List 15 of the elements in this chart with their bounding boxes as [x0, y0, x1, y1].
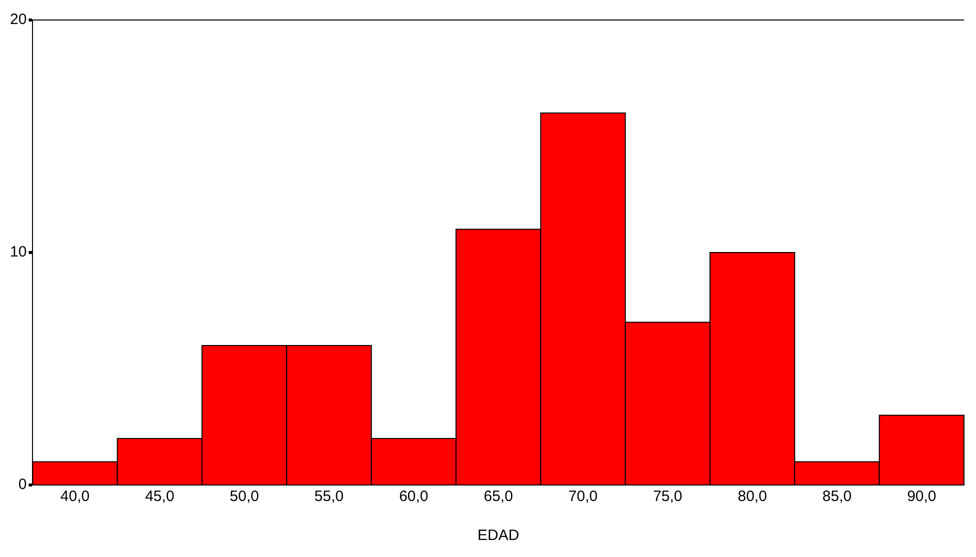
x-tick-label: 70,0: [568, 488, 598, 506]
x-tick-label: 45,0: [145, 488, 174, 506]
x-tick-label: 60,0: [399, 488, 428, 506]
x-tick-label: 40,0: [60, 488, 90, 506]
x-tick-label: 65,0: [484, 488, 513, 506]
y-tick-label: 0: [18, 476, 27, 494]
x-tick-label: 85,0: [822, 488, 852, 506]
x-tick-label: 55,0: [314, 488, 344, 506]
x-axis-title: EDAD: [478, 527, 520, 544]
x-tick-label: 50,0: [230, 488, 259, 506]
x-tick-label: 80,0: [738, 488, 767, 506]
y-tick-label: 10: [10, 244, 27, 261]
x-tick-label: 90,0: [907, 488, 936, 506]
x-tick-label: 75,0: [653, 488, 682, 506]
y-tick-label: 20: [10, 11, 27, 28]
